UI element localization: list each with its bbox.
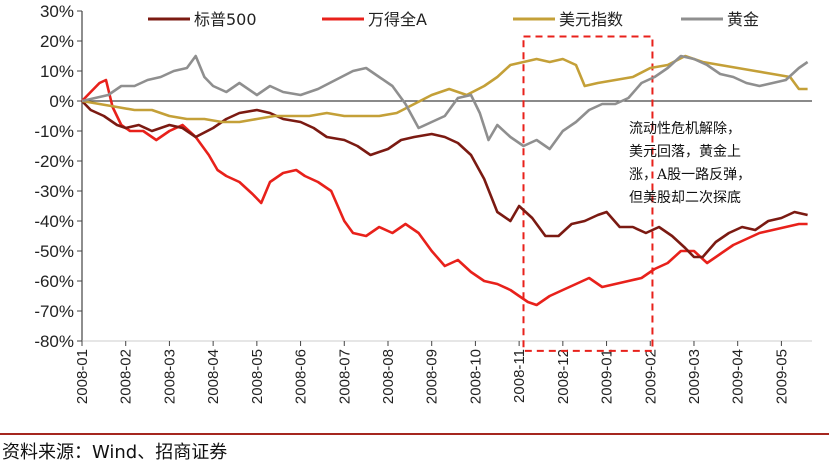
x-tick-label: 2008-10: [467, 349, 484, 404]
x-tick-label: 2009-04: [730, 349, 747, 404]
series-line-1: [81, 78, 808, 307]
annotation-line: 涨，A股一路反弹，: [629, 167, 751, 183]
annotation-line: 美元回落，黄金上: [629, 143, 741, 160]
x-tick-label: 2008-09: [424, 349, 441, 404]
y-tick-label: 30%: [40, 2, 74, 21]
x-tick-label: 2008-03: [161, 349, 178, 404]
x-tick-label: 2008-08: [380, 349, 397, 404]
x-tick-label: 2009-01: [599, 349, 616, 404]
series-lines: [81, 54, 809, 307]
legend-label: 标普500: [194, 10, 257, 29]
y-tick-label: -50%: [34, 242, 74, 261]
x-tick-label: 2008-06: [293, 349, 310, 404]
x-tick-label: 2009-03: [686, 349, 703, 404]
y-tick-label: -60%: [34, 272, 74, 291]
y-tick-label: -20%: [34, 152, 74, 171]
annotation-line: 但美股却二次探底: [629, 190, 741, 206]
y-tick-label: -10%: [34, 122, 74, 141]
x-tick-label: 2009-02: [642, 349, 659, 404]
x-tick-label: 2008-04: [205, 349, 222, 404]
series-line-2: [81, 54, 808, 124]
y-tick-label: -30%: [34, 182, 74, 201]
x-tick-label: 2008-05: [249, 349, 266, 404]
x-tick-label: 2008-11: [511, 349, 528, 403]
x-tick-label: 2008-02: [118, 349, 135, 404]
legend: 标普500 万得全A 美元指数 黄金: [148, 10, 759, 29]
series-line-0: [81, 100, 808, 259]
series-line-3: [81, 54, 809, 151]
x-tick-label: 2008-01: [74, 349, 91, 404]
y-tick-label: -40%: [34, 212, 74, 231]
highlight-box: [522, 35, 654, 352]
legend-label: 美元指数: [559, 10, 623, 29]
x-tick-label: 2008-07: [336, 349, 353, 404]
highlight-rect: [522, 35, 654, 352]
y-axis-ticks: 30% 20% 10% 0% -10% -20% -30% -40% -50% -60% -70% -…: [34, 2, 82, 351]
x-tick-label: 2009-05: [773, 349, 790, 404]
chart-axes: [81, 11, 812, 342]
x-axis-ticks: 2008-01 2008-02 2008-03 2008-04 2008-05 2008-…: [74, 341, 790, 404]
line-chart: 30% 20% 10% 0% -10% -20% -30% -40% -50% -60% -70% -…: [34, 2, 812, 404]
y-tick-label: 0%: [49, 92, 74, 111]
y-tick-label: 20%: [40, 32, 74, 51]
annotation-line: 流动性危机解除，: [629, 121, 741, 137]
y-tick-label: 10%: [40, 62, 74, 81]
legend-label: 黄金: [727, 10, 759, 29]
source-note: 资料来源：Wind、招商证券: [2, 442, 228, 463]
legend-label: 万得全A: [368, 10, 427, 29]
source-divider: [0, 433, 829, 435]
x-tick-label: 2008-12: [555, 349, 572, 404]
y-tick-label: -70%: [34, 302, 74, 321]
y-tick-label: -80%: [34, 332, 74, 351]
